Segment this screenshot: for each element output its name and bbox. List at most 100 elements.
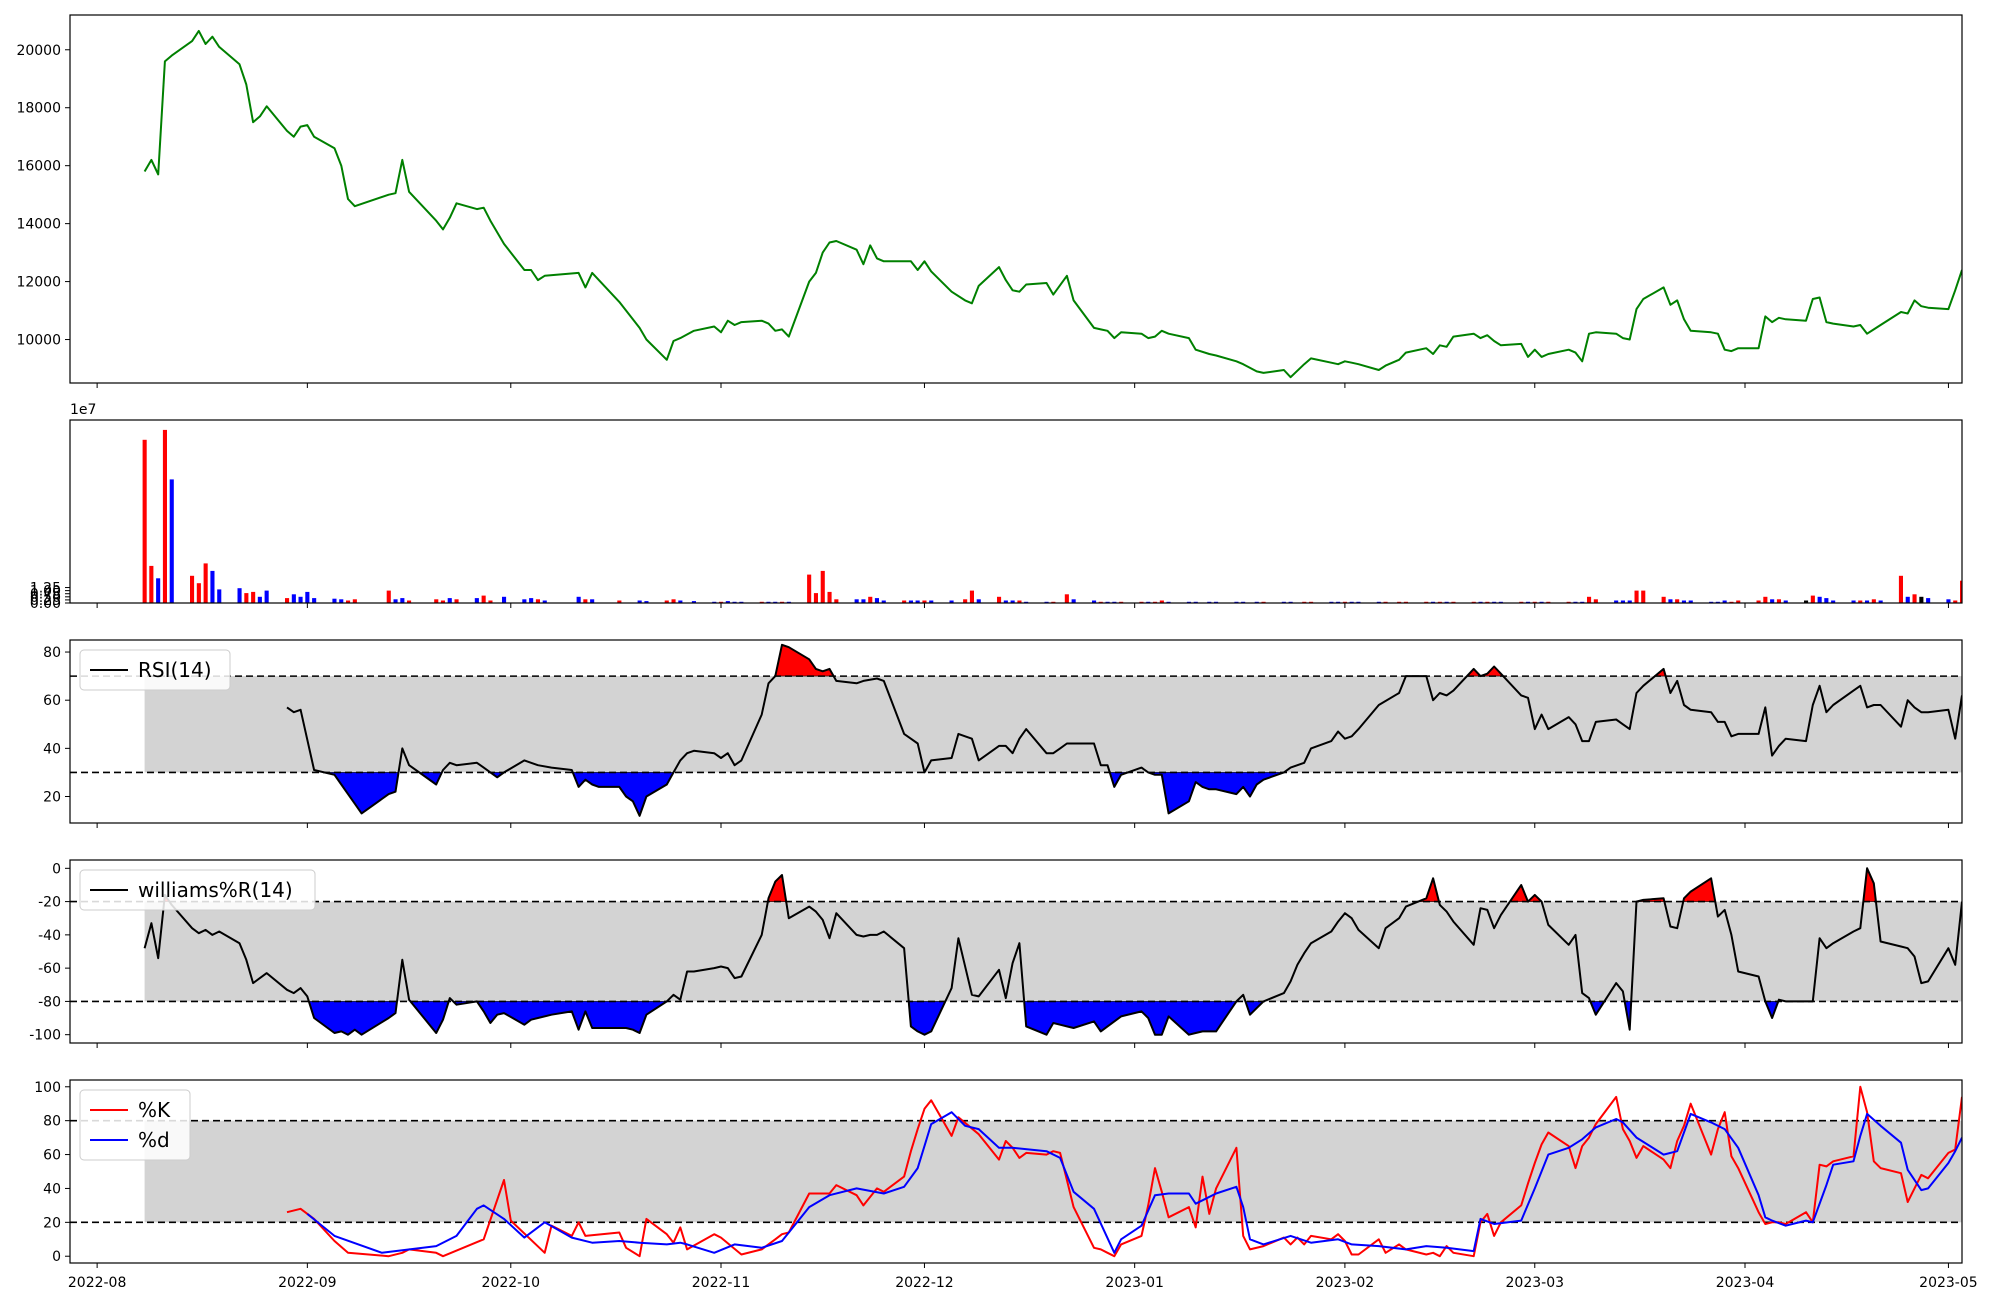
volume-bar bbox=[637, 600, 642, 603]
volume-bar bbox=[1953, 600, 1958, 603]
y-tick-label: 0.75 bbox=[30, 587, 61, 603]
volume-bar bbox=[1071, 599, 1076, 603]
legend: %K %d bbox=[79, 1089, 191, 1161]
y-tick-label: 12000 bbox=[16, 275, 61, 291]
volume-bar bbox=[502, 596, 507, 603]
volume-bar bbox=[664, 600, 669, 603]
volume-bar bbox=[583, 599, 588, 603]
volume-bar bbox=[1783, 600, 1788, 603]
volume-bar bbox=[196, 583, 201, 603]
volume-bar bbox=[440, 600, 445, 603]
volume-bar bbox=[908, 600, 913, 603]
volume-bar bbox=[1776, 599, 1781, 603]
y-tick-label: 0.00 bbox=[30, 596, 61, 612]
y-tick-label: 40 bbox=[43, 741, 61, 757]
volume-bar bbox=[807, 574, 812, 603]
volume-bar bbox=[1804, 600, 1809, 603]
x-tick-label: 2022-10 bbox=[482, 1275, 541, 1291]
williams-line bbox=[143, 867, 1962, 1036]
volume-bar bbox=[264, 590, 269, 603]
volume-bar bbox=[352, 599, 357, 603]
legend-frame bbox=[79, 649, 231, 691]
y-tick-label: 0.25 bbox=[30, 593, 61, 609]
volume-bar bbox=[1865, 600, 1870, 603]
volume-bar bbox=[474, 598, 479, 603]
volume-bar bbox=[244, 593, 249, 603]
volume-bar bbox=[1627, 600, 1632, 603]
volume-bar bbox=[576, 596, 581, 603]
volume-bar bbox=[1756, 600, 1761, 603]
oversold-fill bbox=[476, 1001, 668, 1034]
band-region bbox=[144, 676, 1962, 773]
y-tick-label: 20000 bbox=[16, 43, 61, 59]
x-tick-label: 2022-09 bbox=[278, 1275, 337, 1291]
volume-bar bbox=[400, 598, 405, 603]
volume-bar bbox=[488, 600, 493, 603]
x-tick-label: 2023-04 bbox=[1716, 1275, 1775, 1291]
volume-bar bbox=[481, 595, 486, 603]
volume-bar bbox=[861, 599, 866, 603]
volume-bar bbox=[854, 599, 859, 603]
y-tick-label: 60 bbox=[43, 1148, 61, 1164]
volume-bar bbox=[1946, 599, 1951, 603]
volume-bar bbox=[210, 570, 215, 603]
y-tick-label: -80 bbox=[38, 994, 61, 1010]
volume-bar bbox=[949, 600, 954, 603]
volume-bar bbox=[1159, 600, 1164, 603]
volume-offset-label: 1e7 bbox=[70, 402, 96, 418]
volume-bar bbox=[1722, 600, 1727, 603]
volume-bar bbox=[691, 601, 696, 603]
legend-label: RSI(14) bbox=[138, 658, 212, 682]
volume-bar bbox=[169, 479, 174, 603]
volume-bar bbox=[305, 591, 310, 603]
volume-bar bbox=[671, 599, 676, 603]
d-line bbox=[306, 1111, 1962, 1254]
volume-bar bbox=[1851, 600, 1856, 603]
oversold-fill bbox=[324, 772, 399, 814]
volume-bar bbox=[1736, 600, 1741, 603]
volume-bar bbox=[1871, 599, 1876, 603]
volume-bar bbox=[644, 601, 649, 603]
volume-bar bbox=[868, 596, 873, 603]
plot-area bbox=[70, 643, 1962, 817]
volume-bar bbox=[1661, 596, 1666, 603]
volume-bar bbox=[346, 600, 351, 603]
volume-bar bbox=[190, 575, 195, 603]
volume-bar bbox=[678, 600, 683, 603]
volume-bar bbox=[447, 598, 452, 603]
axes-frame bbox=[69, 419, 1963, 604]
volume-bar bbox=[1905, 596, 1910, 603]
volume-bar bbox=[1858, 600, 1863, 603]
volume-bar bbox=[339, 599, 344, 603]
volume-bar bbox=[1912, 594, 1917, 603]
volume-bar bbox=[407, 600, 412, 603]
volume-bar bbox=[881, 600, 886, 603]
oversold-fill bbox=[1023, 1001, 1237, 1036]
volume-bar bbox=[902, 600, 907, 603]
volume-bar bbox=[969, 590, 974, 603]
legend: RSI(14) bbox=[79, 649, 231, 691]
volume-bar bbox=[1681, 600, 1686, 603]
panel-price: 10000 12000 14000 16000 18000 20000 bbox=[16, 14, 1963, 388]
axes-frame bbox=[69, 14, 1963, 384]
y-tick-label: -100 bbox=[29, 1028, 61, 1044]
rsi-line bbox=[286, 643, 1962, 817]
y-tick-label: 20 bbox=[43, 1215, 61, 1231]
volume-bar bbox=[997, 596, 1002, 603]
y-tick-label: 18000 bbox=[16, 101, 61, 117]
volume-bar bbox=[1688, 600, 1693, 603]
axes-frame bbox=[69, 1079, 1963, 1264]
y-tick-label: 60 bbox=[43, 693, 61, 709]
volume-bar bbox=[312, 598, 317, 603]
price-line bbox=[143, 29, 1962, 379]
x-tick-label: 2022-12 bbox=[895, 1275, 954, 1291]
volume-bar bbox=[976, 599, 981, 603]
volume-bar bbox=[1593, 599, 1598, 603]
k-line bbox=[286, 1085, 1962, 1258]
volume-bar bbox=[149, 565, 154, 603]
y-tick-label: 0.50 bbox=[30, 590, 61, 606]
volume-bar bbox=[915, 600, 920, 603]
overbought-fill bbox=[1682, 877, 1716, 902]
volume-bar bbox=[251, 591, 256, 603]
legend-label: %d bbox=[138, 1128, 170, 1152]
